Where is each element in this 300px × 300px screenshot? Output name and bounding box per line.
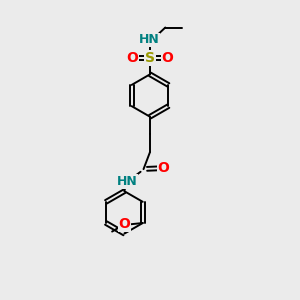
Text: O: O (118, 218, 130, 232)
Text: O: O (162, 51, 174, 65)
Text: S: S (145, 51, 155, 65)
Text: HN: HN (139, 33, 160, 46)
Text: O: O (158, 161, 169, 175)
Text: O: O (126, 51, 138, 65)
Text: HN: HN (117, 175, 138, 188)
